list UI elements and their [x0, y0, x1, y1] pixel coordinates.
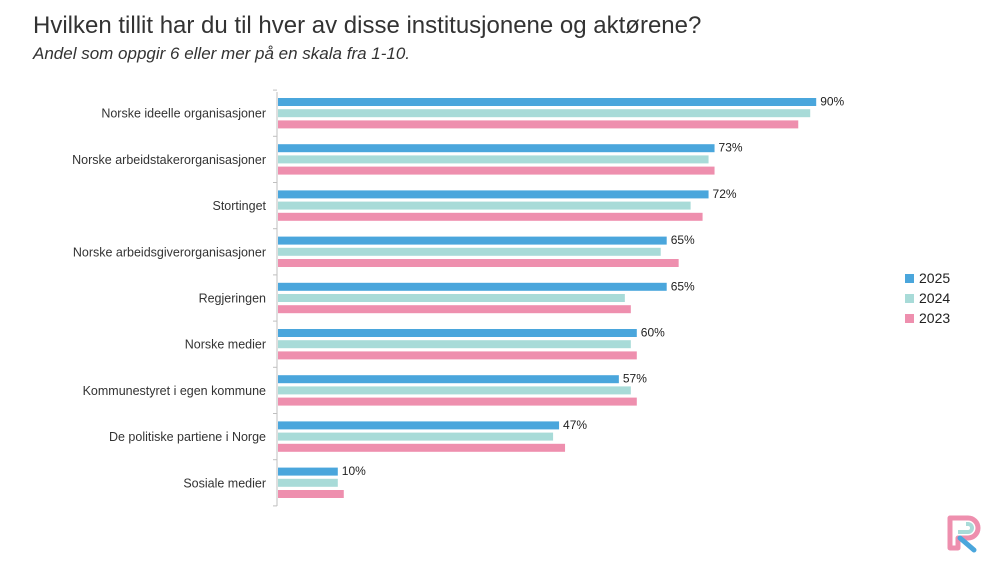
chart-title: Hvilken tillit har du til hver av disse … [33, 12, 702, 39]
bar-2025 [278, 421, 560, 430]
bar-2024 [278, 340, 631, 349]
bar-2024 [278, 155, 709, 164]
category-label: Norske ideelle organisasjoner [101, 107, 266, 121]
data-label: 10% [342, 464, 366, 478]
data-label: 57% [623, 372, 647, 386]
category-label: Sosiale medier [183, 476, 266, 490]
bar-2025 [278, 375, 619, 384]
bar-2023 [278, 443, 566, 452]
legend-swatch-2023 [905, 313, 914, 323]
bar-2023 [278, 305, 631, 314]
data-label: 65% [671, 233, 695, 247]
bar-2024 [278, 201, 691, 210]
category-label: Regjeringen [199, 292, 266, 306]
bar-2024 [278, 478, 338, 487]
bar-2025 [278, 282, 667, 291]
bar-2025 [278, 236, 667, 245]
legend-swatch-2024 [905, 293, 914, 303]
bar-2025 [278, 329, 637, 337]
data-label: 72% [713, 187, 737, 201]
bar-2023 [278, 259, 679, 267]
category-label: Stortinget [212, 199, 266, 213]
legend-swatch-2025 [905, 273, 914, 283]
bar-2025 [278, 190, 709, 199]
legend: 2025 2024 2023 [905, 268, 950, 328]
data-label: 60% [641, 326, 665, 340]
bar-2024 [278, 294, 625, 302]
category-label: Norske medier [185, 338, 266, 352]
bar-2025 [278, 467, 338, 476]
data-label: 90% [820, 95, 844, 109]
category-label: De politiske partiene i Norge [109, 430, 266, 444]
data-label: 47% [563, 418, 587, 432]
category-label: Norske arbeidstakerorganisasjoner [72, 153, 266, 167]
category-label: Norske arbeidsgiverorganisasjoner [73, 245, 266, 259]
legend-label-2024: 2024 [919, 290, 951, 306]
legend-item-2023: 2023 [905, 308, 950, 328]
bar-2024 [278, 109, 811, 118]
bar-2023 [278, 212, 703, 221]
chart-subtitle: Andel som oppgir 6 eller mer på en skala… [33, 44, 411, 63]
bar-2023 [278, 166, 715, 175]
bar-2024 [278, 247, 661, 256]
category-label: Kommunestyret i egen kommune [83, 384, 266, 398]
legend-label-2025: 2025 [919, 270, 951, 286]
bar-2023 [278, 397, 637, 406]
bar-2025 [278, 144, 715, 153]
bar-2024 [278, 432, 554, 441]
legend-item-2025: 2025 [905, 268, 950, 288]
bar-2025 [278, 98, 817, 106]
bar-2023 [278, 351, 637, 360]
legend-label-2023: 2023 [919, 310, 951, 326]
brand-logo-icon [947, 515, 981, 553]
bar-2023 [278, 120, 799, 129]
bar-2024 [278, 386, 631, 395]
bar-2023 [278, 490, 344, 498]
data-label: 65% [671, 279, 695, 293]
legend-item-2024: 2024 [905, 288, 950, 308]
data-label: 73% [719, 141, 743, 155]
